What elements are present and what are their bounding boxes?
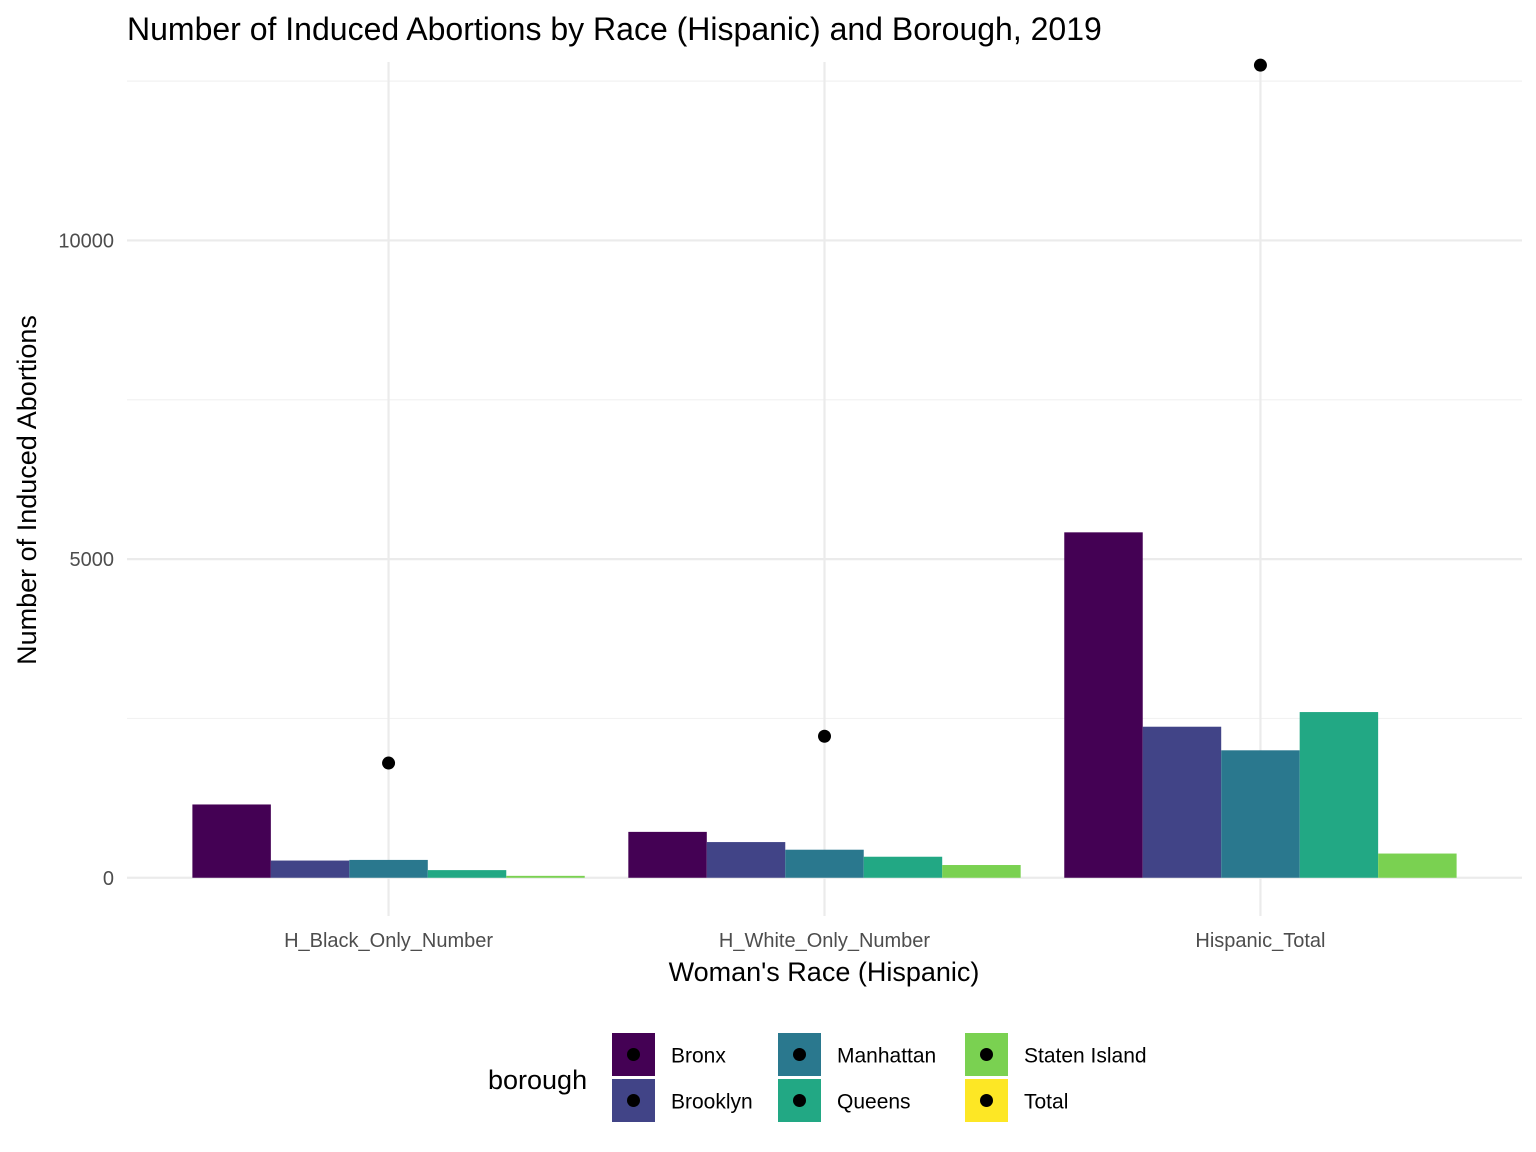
x-tick-label: H_Black_Only_Number [284,930,493,952]
total-point [382,756,396,770]
x-tick-label: Hispanic_Total [1195,930,1325,952]
bar-queens [1299,712,1379,878]
legend-key-point [627,1048,640,1061]
y-axis-title: Number of Induced Abortions [12,315,42,665]
legend-key-point [793,1048,806,1061]
bar-staten-island [1378,853,1457,878]
bar-staten-island [506,875,585,878]
bar-brooklyn [1142,726,1222,878]
legend-key-point [980,1094,993,1107]
chart-title: Number of Induced Abortions by Race (His… [127,11,1102,47]
legend-label-staten-island: Staten Island [1024,1045,1147,1068]
legend-key-point [980,1048,993,1061]
total-points [382,58,1267,770]
legend-label-total: Total [1024,1091,1068,1114]
x-tick-label: H_White_Only_Number [719,930,931,952]
bar-bronx [192,804,271,878]
legend-title: borough [488,1065,587,1095]
bar-manhattan [1221,750,1300,878]
bar-brooklyn [706,842,786,878]
bars [192,532,1457,878]
bar-brooklyn [270,860,350,878]
legend: borough Bronx Brooklyn Manhattan Queens Stat… [488,1033,1147,1122]
bar-manhattan [349,859,428,878]
bar-bronx [1064,532,1143,878]
legend-label-bronx: Bronx [671,1045,726,1068]
legend-label-queens: Queens [837,1091,911,1114]
x-tick-labels: H_Black_Only_Number H_White_Only_Number Hi… [284,930,1325,952]
legend-key-point [793,1094,806,1107]
bar-manhattan [785,849,864,878]
total-point [818,729,831,743]
bar-bronx [628,831,707,878]
y-tick-labels: 0 5000 10000 [58,230,114,889]
total-point [1253,58,1267,72]
bar-queens [863,856,943,878]
y-tick-label: 5000 [70,549,115,571]
y-tick-label: 10000 [58,230,114,252]
bar-queens [427,870,507,878]
legend-key-point [627,1094,640,1107]
legend-label-brooklyn: Brooklyn [671,1091,753,1114]
y-tick-label: 0 [103,868,114,890]
bar-staten-island [942,865,1021,878]
legend-label-manhattan: Manhattan [837,1045,936,1068]
x-axis-title: Woman's Race (Hispanic) [669,957,980,987]
